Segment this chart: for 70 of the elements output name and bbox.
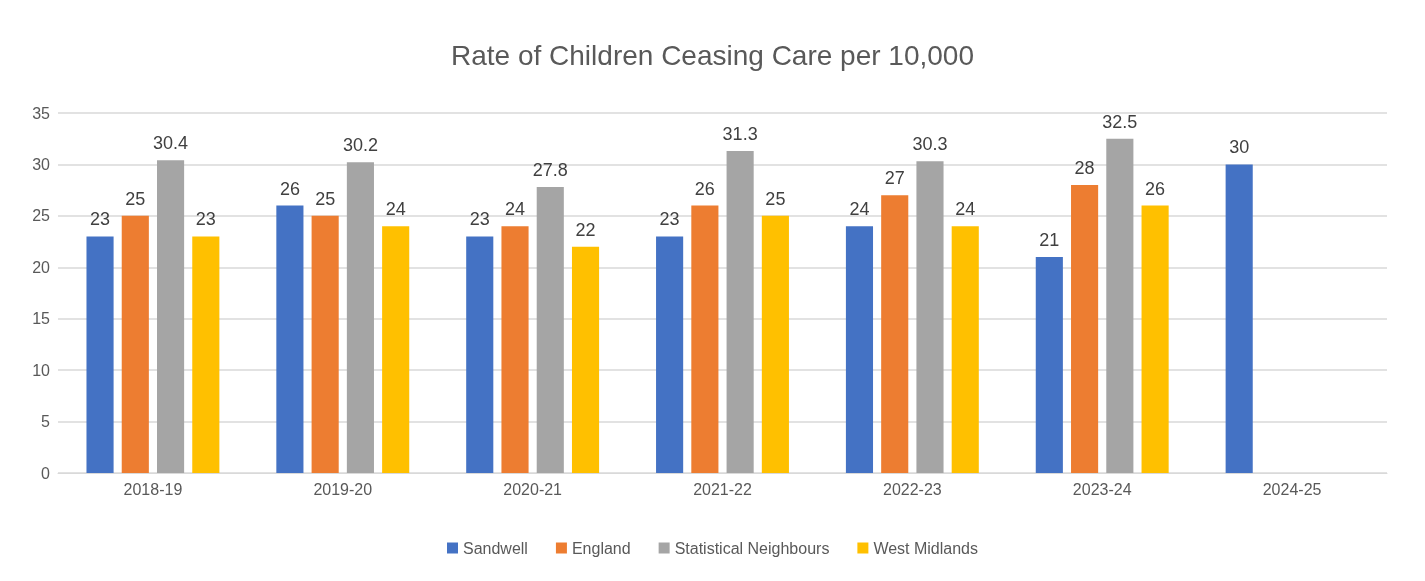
chart-title: Rate of Children Ceasing Care per 10,000 [451,39,974,71]
x-tick-label: 2024-25 [1262,480,1322,498]
bar [1106,138,1134,473]
bar [951,226,979,473]
bar [1071,185,1099,473]
bar [311,215,339,473]
bar [691,205,719,473]
data-label: 28 [1074,158,1095,178]
bar [761,215,789,473]
data-label: 23 [90,209,111,230]
x-tick-label: 2021-22 [693,480,752,498]
bar [192,236,220,473]
legend-label: Sandwell [462,539,528,557]
x-tick-label: 2018-19 [123,480,183,498]
bar [86,236,114,473]
bar [276,205,304,473]
bar [726,151,754,473]
data-label: 30.4 [153,133,189,154]
bar [346,162,374,473]
data-label: 26 [279,178,300,199]
bar [536,187,564,473]
bar [571,246,600,473]
legend-label: Statistical Neighbours [674,539,830,557]
data-label: 23 [469,209,490,230]
y-tick-label: 35 [32,104,51,122]
data-label: 24 [505,199,526,220]
y-tick-label: 25 [32,207,51,225]
data-label: 30.2 [342,135,378,156]
x-tick-label: 2020-21 [503,480,563,498]
x-tick-label: 2022-23 [883,480,942,498]
y-tick-label: 20 [32,258,51,276]
data-label: 30 [1229,137,1250,158]
bar [1035,257,1063,473]
data-label: 25 [315,188,336,209]
data-label: 26 [694,178,715,199]
bar [466,236,494,473]
data-label: 24 [849,199,870,220]
legend-label: England [571,539,631,557]
data-label: 32.5 [1102,111,1138,132]
bar [881,195,909,473]
data-label: 27.8 [532,160,568,181]
bar [382,226,410,473]
bar [1141,205,1169,473]
data-label: 24 [955,199,976,220]
bar [121,215,149,473]
bar [1225,164,1253,473]
data-label: 27 [884,168,905,189]
data-label: 30.3 [912,134,948,155]
data-label: 21 [1039,230,1060,250]
data-label: 31.3 [722,124,758,145]
x-tick-label: 2023-24 [1072,480,1132,498]
bar [656,236,684,473]
data-label: 23 [659,209,680,230]
data-label: 23 [195,209,216,230]
bar [916,161,944,473]
data-label: 26 [1145,178,1166,199]
data-label: 25 [765,188,786,209]
legend-label: West Midlands [873,539,979,557]
x-tick-label: 2019-20 [313,480,373,498]
bar [845,226,874,473]
y-tick-label: 0 [41,464,51,482]
y-tick-label: 5 [41,413,51,431]
data-label: 25 [125,188,146,209]
y-tick-label: 15 [32,310,51,328]
bar [501,226,529,473]
bar [157,160,185,473]
y-tick-label: 30 [32,155,51,173]
y-tick-label: 10 [32,361,51,379]
data-label: 24 [385,199,406,220]
data-label: 22 [575,219,596,240]
